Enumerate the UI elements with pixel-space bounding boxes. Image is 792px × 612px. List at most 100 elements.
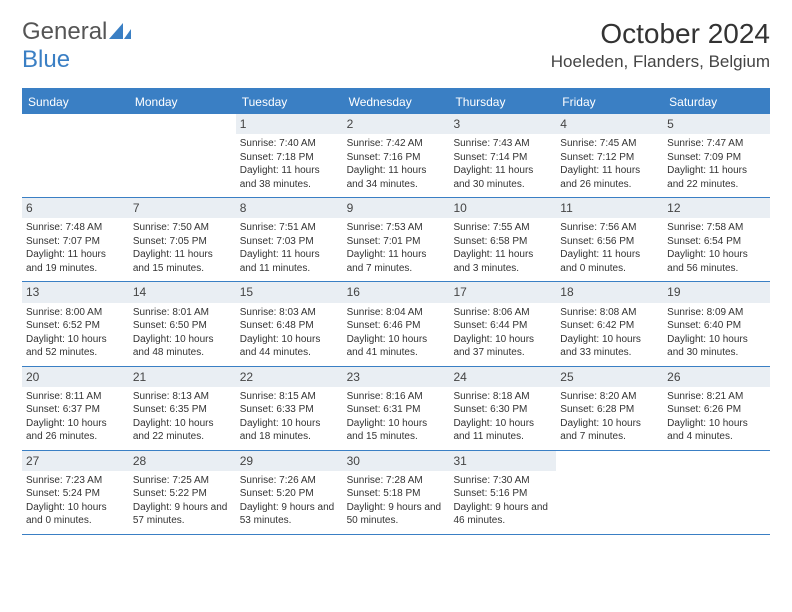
day-header: Tuesday: [236, 90, 343, 114]
logo-sail-icon: [109, 18, 131, 46]
sunset-text: Sunset: 6:33 PM: [240, 403, 339, 417]
sunrise-text: Sunrise: 8:08 AM: [560, 306, 659, 320]
date-number: 31: [449, 451, 556, 471]
sunrise-text: Sunrise: 7:45 AM: [560, 137, 659, 151]
sunrise-text: Sunrise: 7:56 AM: [560, 221, 659, 235]
sunrise-text: Sunrise: 8:11 AM: [26, 390, 125, 404]
daylight-text: Daylight: 9 hours and 53 minutes.: [240, 501, 339, 528]
day-cell: 6Sunrise: 7:48 AMSunset: 7:07 PMDaylight…: [22, 198, 129, 281]
date-number: 28: [129, 451, 236, 471]
date-number: 10: [449, 198, 556, 218]
week-row: 27Sunrise: 7:23 AMSunset: 5:24 PMDayligh…: [22, 451, 770, 535]
date-number: 4: [556, 114, 663, 134]
daylight-text: Daylight: 10 hours and 56 minutes.: [667, 248, 766, 275]
daylight-text: Daylight: 11 hours and 11 minutes.: [240, 248, 339, 275]
sunrise-text: Sunrise: 7:23 AM: [26, 474, 125, 488]
month-title: October 2024: [551, 18, 770, 50]
sunrise-text: Sunrise: 7:47 AM: [667, 137, 766, 151]
daylight-text: Daylight: 10 hours and 52 minutes.: [26, 333, 125, 360]
sunset-text: Sunset: 6:44 PM: [453, 319, 552, 333]
daylight-text: Daylight: 11 hours and 3 minutes.: [453, 248, 552, 275]
date-number: 20: [22, 367, 129, 387]
date-number: 15: [236, 282, 343, 302]
sunset-text: Sunset: 7:12 PM: [560, 151, 659, 165]
sunrise-text: Sunrise: 7:26 AM: [240, 474, 339, 488]
sunset-text: Sunset: 6:50 PM: [133, 319, 232, 333]
sunrise-text: Sunrise: 8:09 AM: [667, 306, 766, 320]
date-number: 29: [236, 451, 343, 471]
daylight-text: Daylight: 10 hours and 4 minutes.: [667, 417, 766, 444]
daylight-text: Daylight: 9 hours and 50 minutes.: [347, 501, 446, 528]
sunset-text: Sunset: 6:37 PM: [26, 403, 125, 417]
sunrise-text: Sunrise: 8:21 AM: [667, 390, 766, 404]
day-cell: 7 Sunrise: 7:50 AMSunset: 7:05 PMDaylight…: [129, 198, 236, 281]
sunrise-text: Sunrise: 7:51 AM: [240, 221, 339, 235]
date-number: 16: [343, 282, 450, 302]
week-row: 1Sunrise: 7:40 AMSunset: 7:18 PMDaylight…: [22, 114, 770, 198]
daylight-text: Daylight: 11 hours and 22 minutes.: [667, 164, 766, 191]
sunset-text: Sunset: 6:28 PM: [560, 403, 659, 417]
daylight-text: Daylight: 11 hours and 38 minutes.: [240, 164, 339, 191]
daylight-text: Daylight: 10 hours and 30 minutes.: [667, 333, 766, 360]
sunset-text: Sunset: 7:09 PM: [667, 151, 766, 165]
sunset-text: Sunset: 7:05 PM: [133, 235, 232, 249]
sunrise-text: Sunrise: 7:30 AM: [453, 474, 552, 488]
date-number: 18: [556, 282, 663, 302]
day-cell: 11Sunrise: 7:56 AMSunset: 6:56 PMDayligh…: [556, 198, 663, 281]
day-header: Saturday: [663, 90, 770, 114]
day-cell: 19Sunrise: 8:09 AMSunset: 6:40 PMDayligh…: [663, 282, 770, 365]
date-number: 24: [449, 367, 556, 387]
sunset-text: Sunset: 6:54 PM: [667, 235, 766, 249]
sunset-text: Sunset: 6:42 PM: [560, 319, 659, 333]
day-cell: 20Sunrise: 8:11 AMSunset: 6:37 PMDayligh…: [22, 367, 129, 450]
daylight-text: Daylight: 10 hours and 44 minutes.: [240, 333, 339, 360]
sunset-text: Sunset: 6:26 PM: [667, 403, 766, 417]
daylight-text: Daylight: 10 hours and 48 minutes.: [133, 333, 232, 360]
day-cell: 25Sunrise: 8:20 AMSunset: 6:28 PMDayligh…: [556, 367, 663, 450]
daylight-text: Daylight: 11 hours and 15 minutes.: [133, 248, 232, 275]
sunset-text: Sunset: 5:24 PM: [26, 487, 125, 501]
sunrise-text: Sunrise: 8:01 AM: [133, 306, 232, 320]
day-header: Thursday: [449, 90, 556, 114]
date-number: 25: [556, 367, 663, 387]
date-number: 8: [236, 198, 343, 218]
sunrise-text: Sunrise: 8:15 AM: [240, 390, 339, 404]
date-number: 2: [343, 114, 450, 134]
day-cell: 31 Sunrise: 7:30 AMSunset: 5:16 PMDayligh…: [449, 451, 556, 534]
daylight-text: Daylight: 10 hours and 15 minutes.: [347, 417, 446, 444]
sunrise-text: Sunrise: 7:58 AM: [667, 221, 766, 235]
week-row: 6Sunrise: 7:48 AMSunset: 7:07 PMDaylight…: [22, 198, 770, 282]
sunset-text: Sunset: 6:52 PM: [26, 319, 125, 333]
sunrise-text: Sunrise: 7:53 AM: [347, 221, 446, 235]
day-cell: 3Sunrise: 7:43 AMSunset: 7:14 PMDaylight…: [449, 114, 556, 197]
sunset-text: Sunset: 7:18 PM: [240, 151, 339, 165]
daylight-text: Daylight: 10 hours and 41 minutes.: [347, 333, 446, 360]
title-block: October 2024 Hoeleden, Flanders, Belgium: [551, 18, 770, 72]
calendar: Sunday Monday Tuesday Wednesday Thursday…: [22, 88, 770, 535]
daylight-text: Daylight: 11 hours and 34 minutes.: [347, 164, 446, 191]
date-number: 6: [22, 198, 129, 218]
sunset-text: Sunset: 6:58 PM: [453, 235, 552, 249]
daylight-text: Daylight: 11 hours and 0 minutes.: [560, 248, 659, 275]
sunset-text: Sunset: 7:01 PM: [347, 235, 446, 249]
day-cell: 29Sunrise: 7:26 AMSunset: 5:20 PMDayligh…: [236, 451, 343, 534]
daylight-text: Daylight: 11 hours and 19 minutes.: [26, 248, 125, 275]
logo-text: General Blue: [22, 18, 131, 74]
sunset-text: Sunset: 7:03 PM: [240, 235, 339, 249]
sunrise-text: Sunrise: 8:06 AM: [453, 306, 552, 320]
date-number: 26: [663, 367, 770, 387]
day-cell: 28Sunrise: 7:25 AMSunset: 5:22 PMDayligh…: [129, 451, 236, 534]
day-header: Monday: [129, 90, 236, 114]
sunrise-text: Sunrise: 8:20 AM: [560, 390, 659, 404]
date-number: 7: [129, 198, 236, 218]
sunset-text: Sunset: 5:18 PM: [347, 487, 446, 501]
sunrise-text: Sunrise: 7:50 AM: [133, 221, 232, 235]
sunset-text: Sunset: 6:30 PM: [453, 403, 552, 417]
sunrise-text: Sunrise: 8:13 AM: [133, 390, 232, 404]
daylight-text: Daylight: 9 hours and 46 minutes.: [453, 501, 552, 528]
sunset-text: Sunset: 5:16 PM: [453, 487, 552, 501]
logo: General Blue: [22, 18, 131, 74]
sunrise-text: Sunrise: 7:28 AM: [347, 474, 446, 488]
daylight-text: Daylight: 10 hours and 33 minutes.: [560, 333, 659, 360]
date-number: 11: [556, 198, 663, 218]
